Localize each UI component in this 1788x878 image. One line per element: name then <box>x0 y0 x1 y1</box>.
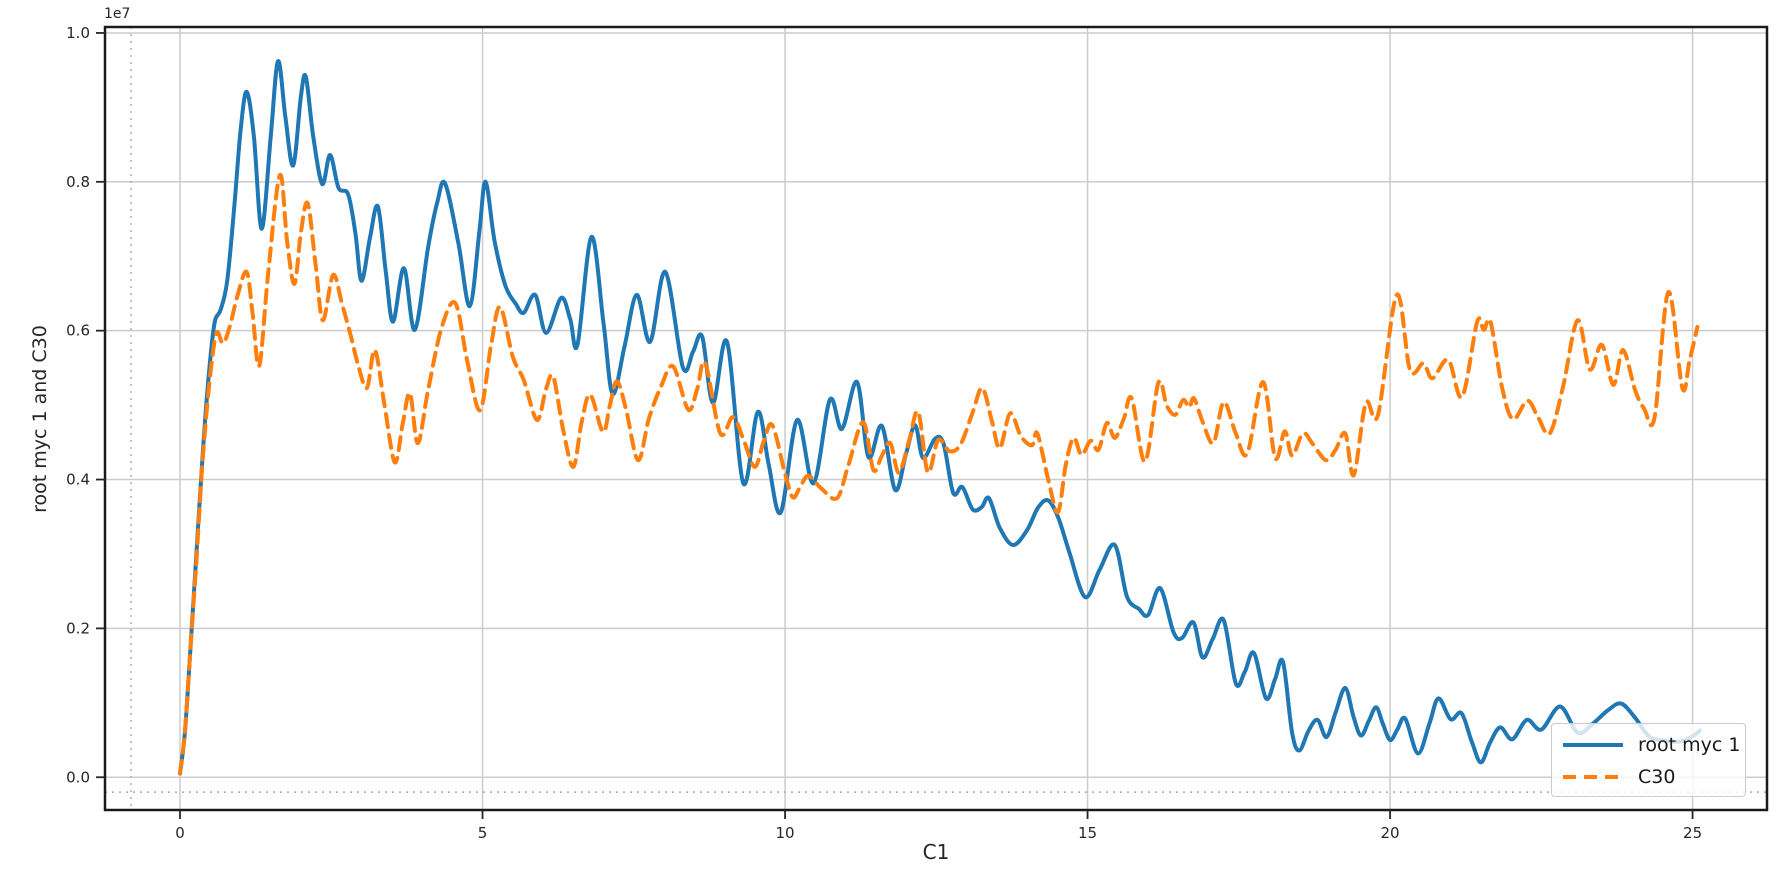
axes-spines <box>103 25 1769 812</box>
y-tick-label: 1.0 <box>66 24 90 42</box>
y-tick-label: 0.6 <box>66 322 90 340</box>
y-tick-label: 0.4 <box>66 471 90 489</box>
series-line-root-myc-1 <box>178 59 1702 776</box>
x-axis-label: C1 <box>922 840 950 864</box>
legend-line-dashed-icon <box>1563 775 1623 779</box>
y-tick-label: 0.8 <box>66 173 90 191</box>
legend: root myc 1 C30 <box>1551 723 1746 797</box>
x-tick-label: 10 <box>775 824 794 842</box>
legend-label: root myc 1 <box>1638 734 1741 756</box>
y-axis-offset-label: 1e7 <box>104 6 131 22</box>
x-tick-label: 0 <box>175 824 185 842</box>
y-tick-label: 0.0 <box>66 768 90 786</box>
legend-label: C30 <box>1638 766 1676 788</box>
x-tick-label: 25 <box>1683 824 1702 842</box>
x-tick-label: 20 <box>1381 824 1400 842</box>
y-tick-label: 0.2 <box>66 619 90 637</box>
legend-line-solid-icon <box>1563 743 1623 747</box>
x-tick-label: 15 <box>1078 824 1097 842</box>
x-tick-label: 5 <box>478 824 488 842</box>
y-axis-label: root myc 1 and C30 <box>29 325 51 513</box>
legend-entry-c30: C30 <box>1562 761 1735 793</box>
legend-entry-root-myc-1: root myc 1 <box>1562 729 1740 761</box>
series-line-c30 <box>178 173 1700 776</box>
